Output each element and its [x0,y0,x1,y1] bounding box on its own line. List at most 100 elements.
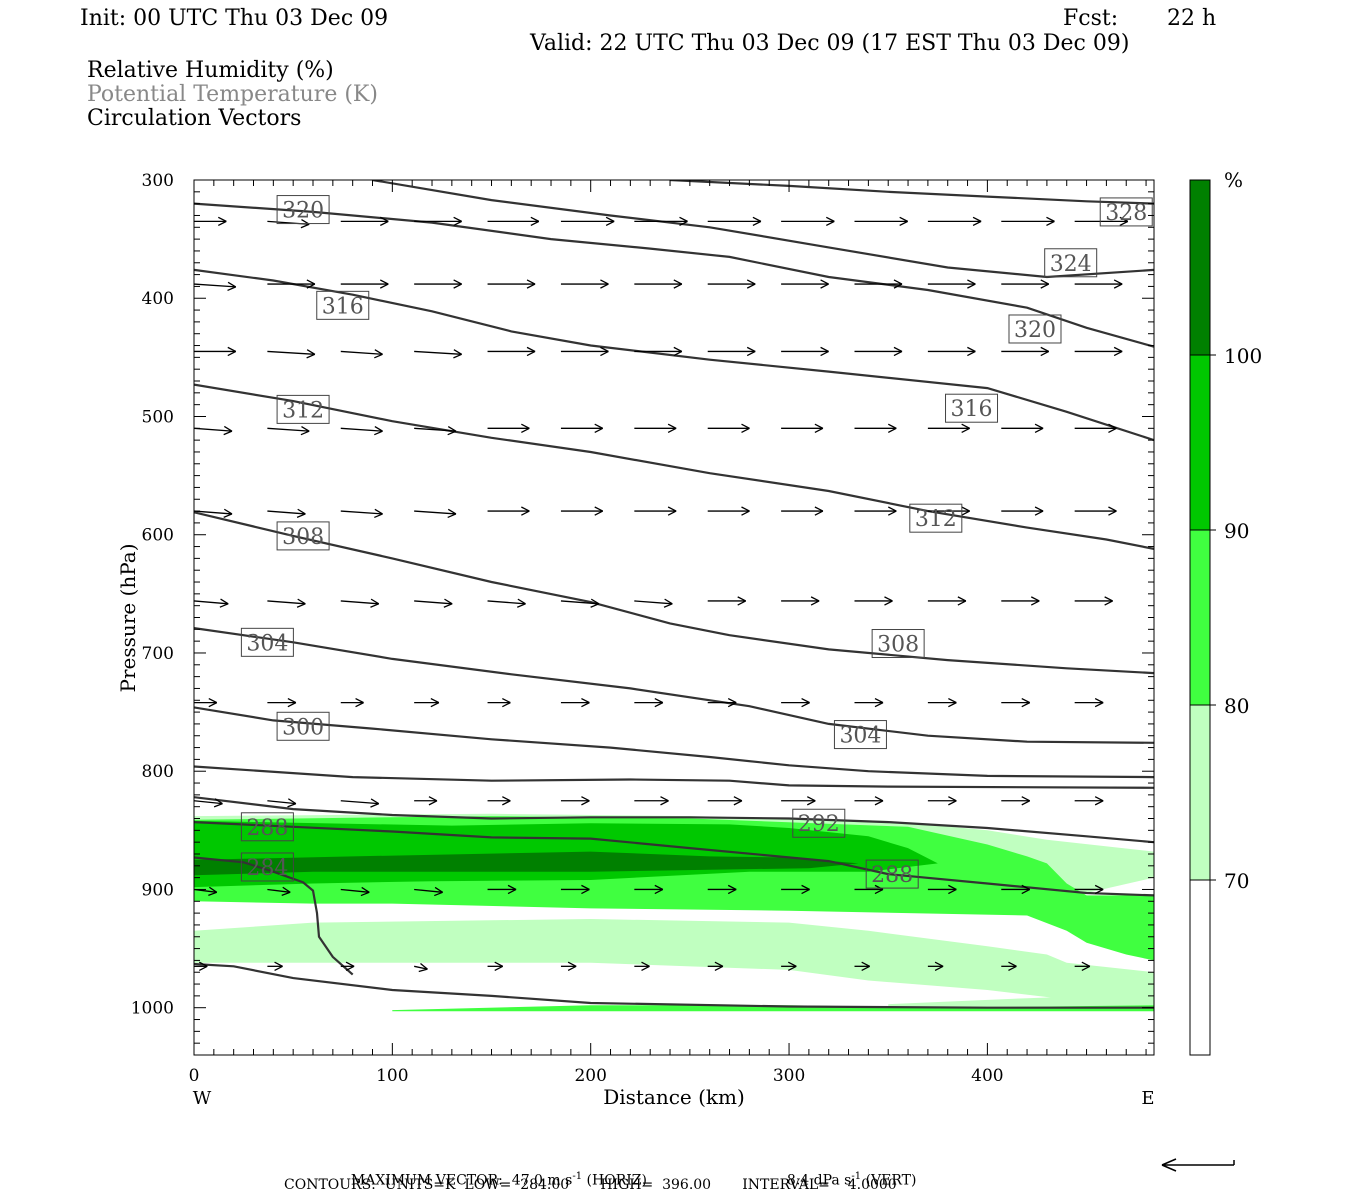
circulation-vector [1074,216,1129,227]
x-tick-label: 300 [773,1066,805,1086]
theta-label-box-320 [1008,314,1062,344]
theta-contour-292 [194,796,1154,844]
y-axis-title: Pressure (hPa) [116,544,140,693]
circulation-vector [634,346,683,357]
reference-vector-arrow [1161,1158,1235,1172]
x-tick-label: 400 [971,1066,1003,1086]
valid-time: Valid: 22 UTC Thu 03 Dec 09 (17 EST Thu … [530,31,1130,56]
circulation-vector [1001,346,1050,357]
circulation-vector [487,506,530,516]
circulation-vector [340,216,389,227]
theta-label-304: 304 [246,631,288,656]
circulation-vector [194,281,237,292]
theta-label-292: 292 [798,812,840,837]
circulation-vector [781,961,797,971]
max-horizontal-tag: (HORIZ) [586,1172,647,1189]
circulation-vector [487,884,517,895]
circulation-vector [560,279,609,289]
x-axis-east-label: E [1141,1088,1154,1109]
circulation-vector [634,961,650,971]
colorbar-label: 90 [1224,519,1249,543]
circulation-vector [781,346,829,357]
circulation-vector [1001,423,1044,433]
colorbar-label: 80 [1224,694,1249,718]
theta-contour-304 [194,627,1154,744]
circulation-vector [707,596,747,606]
colorbar-unit: % [1224,168,1243,192]
colorbar-segment [1190,530,1210,705]
legend-potential-temperature: Potential Temperature (K) [87,82,378,107]
max-vector-line: MAXIMUM VECTOR: 47.0 m s-1 (HORIZ) [342,1158,647,1188]
circulation-vector [707,884,737,895]
max-vector-label: MAXIMUM VECTOR: [350,1172,503,1189]
circulation-vector [781,506,824,516]
circulation-vector [1001,884,1031,895]
circulation-vector [194,598,229,608]
theta-label-312: 312 [915,507,957,532]
circulation-vector [634,598,673,608]
circulation-vector [927,596,967,606]
circulation-vector [927,961,944,971]
circulation-vector [194,425,233,436]
circulation-vector [634,506,677,516]
theta-contour-296 [194,765,1154,789]
theta-contour-284 [194,856,354,976]
theta-label-box-312 [276,394,330,424]
y-tick-label: 900 [142,880,174,900]
circulation-vector [854,279,903,289]
max-vertical-value: 8.4 dPa s [786,1172,852,1189]
circulation-vector [781,216,835,227]
circulation-vector [560,346,609,357]
theta-contour-300 [194,706,1154,779]
circulation-vector [267,279,316,289]
circulation-vector [560,506,604,516]
forecast-label: Fcst: [1063,6,1119,31]
circulation-vector [707,697,737,708]
theta-label-304: 304 [839,724,881,749]
y-tick-label: 300 [142,171,174,191]
circulation-vector [340,508,383,519]
theta-label-308: 308 [877,633,919,658]
theta-label-328: 328 [1105,201,1147,226]
circulation-vector [781,596,820,606]
theta-contour-320 [194,202,1154,348]
theta-label-box-316 [316,290,370,320]
circulation-vector [487,961,504,971]
colorbar-label: 70 [1224,869,1249,893]
theta-label-box-308 [871,629,925,659]
circulation-vector [1074,506,1117,516]
circulation-vector [634,279,683,289]
circulation-vector [1074,279,1123,289]
circulation-vector [854,506,897,516]
circulation-vector [707,346,756,357]
circulation-vector [854,884,884,895]
circulation-vector [340,697,364,708]
circulation-vector [414,216,462,227]
y-tick-label: 600 [142,526,174,546]
theta-label-316: 316 [322,294,364,319]
circulation-vector [927,346,976,357]
x-axis-title: Distance (km) [603,1085,745,1109]
circulation-vector [1001,697,1031,708]
max-horizontal-value: 47.0 m s [511,1172,573,1189]
theta-contour-328 [669,180,1154,205]
circulation-vector [560,884,590,895]
circulation-vector [854,216,908,227]
rh-region-80-90 [392,1005,1154,1012]
rh-region-100+ [194,851,859,876]
init-time: Init: 00 UTC Thu 03 Dec 09 [80,6,389,31]
theta-label-308: 308 [282,525,324,550]
theta-label-box-320 [276,195,330,225]
theta-label-box-288 [240,812,294,842]
circulation-vector [414,886,444,897]
circulation-vector [927,796,957,806]
circulation-vector [487,346,536,357]
circulation-vector [854,697,884,708]
circulation-vector [927,697,957,708]
circulation-vector [560,216,615,227]
circulation-vector [487,216,540,227]
circulation-vector [854,423,897,433]
theta-label-300: 300 [282,715,324,740]
theta-label-288: 288 [246,816,288,841]
